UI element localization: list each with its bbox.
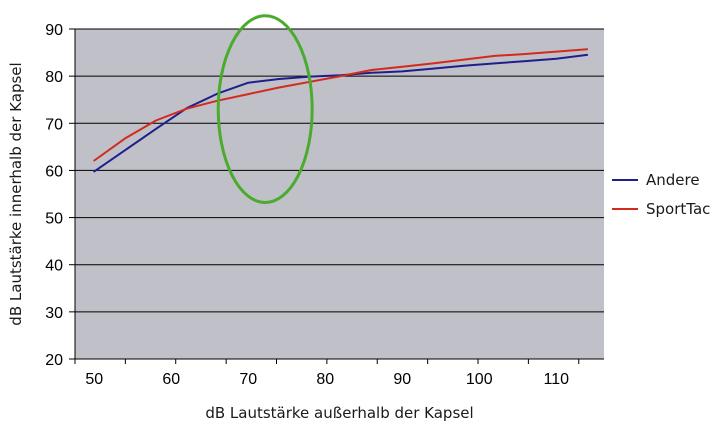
y-tick-label: 70: [45, 116, 63, 133]
x-tick-label: 50: [85, 371, 103, 388]
y-tick-label: 30: [45, 305, 63, 322]
plot-area: [75, 29, 604, 359]
legend-label-sporttac: SportTac: [646, 200, 710, 218]
axes-layer: 20 30 40 50 60 70 80 90 50 60 70 80 90 100 110: [45, 22, 604, 388]
y-axis-title: dB Lautstärke innerhalb der Kapsel: [7, 62, 25, 325]
x-tick-label: 80: [316, 371, 334, 388]
y-tick-label: 50: [45, 211, 63, 228]
y-tick-label: 20: [45, 352, 63, 369]
series-layer: [93, 48, 589, 173]
annotation-layer: [216, 14, 314, 204]
legend-label-andere: Andere: [646, 171, 700, 189]
x-tick-label: 110: [544, 371, 570, 388]
x-tick-label: 70: [239, 371, 257, 388]
y-tick-label: 80: [45, 69, 63, 86]
series-line-sporttac: [93, 48, 589, 162]
x-tick-label: 100: [466, 371, 493, 388]
x-tick-label: 90: [393, 371, 411, 388]
y-tick-label: 90: [45, 22, 63, 39]
y-tick-label: 40: [45, 258, 63, 275]
x-tick-label: 60: [162, 371, 180, 388]
x-axis-title: dB Lautstärke außerhalb der Kapsel: [205, 404, 473, 422]
legend: Andere SportTac: [612, 171, 710, 218]
y-tick-label: 60: [45, 163, 63, 180]
highlight-circle: [216, 14, 314, 204]
